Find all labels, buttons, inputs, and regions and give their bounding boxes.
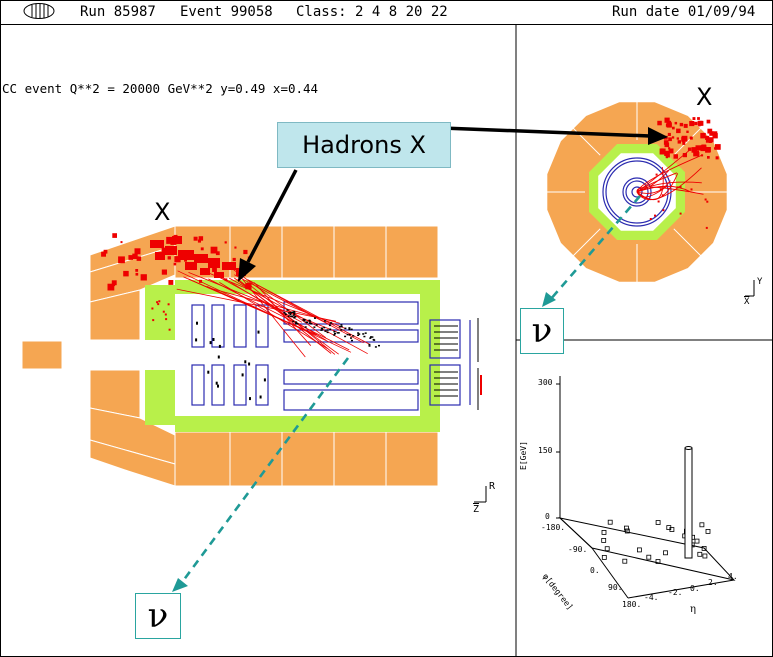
hadrons-label: Hadrons X [302,131,426,159]
lego-phitick-1: -90. [568,545,588,554]
lego-etatick-2: 0. [690,584,700,593]
hadron-arrowheads [238,127,668,282]
lego-phitick-4: 180. [622,600,642,609]
end-neutrino-symbol: ν [531,311,553,351]
lego-phitick-2: 0. [590,566,600,575]
hadrons-callout: Hadrons X [277,122,451,168]
side-inner-calorimeter [145,280,440,432]
lego-etatick-3: 2. [708,578,718,587]
end-view [545,100,729,284]
end-hadron-tracks [636,149,704,201]
side-outer-calorimeter [21,225,439,487]
neutrino-arrowheads [172,292,556,592]
side-hadron-tracks [176,268,370,358]
lego-phitick-0: -180. [541,523,566,532]
h1-logo-icon [23,3,55,19]
side-axis-marker [474,486,487,503]
run-number: Run 85987 [80,4,156,20]
side-axis-z: Z [473,504,480,515]
lego-etalabel: η [690,604,696,615]
lego-phitick-3: 90. [608,583,623,592]
end-tracking-chambers [602,157,672,227]
end-neutrino-box: ν [520,308,564,354]
event-class: Class: 2 4 8 20 22 [296,4,448,20]
side-x-label: X [154,198,171,226]
header-bar: Run 85987 Event 99058 Class: 2 4 8 20 22… [0,0,773,25]
side-track-hits [195,309,380,401]
side-neutrino-box: ν [135,593,181,639]
side-axis-r: R [489,481,496,492]
hadron-arrows [246,126,651,263]
lego-ztick-300: 300 [538,378,553,387]
side-neutrino-symbol: ν [147,596,169,636]
lego-ztick-0: 0 [545,512,550,521]
lego-etatick-0: -4. [644,593,659,602]
event-kinematics: CC event Q**2 = 20000 GeV**2 y=0.49 x=0.… [2,81,319,96]
end-axis-x: X [744,297,750,307]
neutrino-arrows [178,195,641,586]
end-axis-marker [745,280,755,297]
lego-small-towers [601,519,711,564]
lego-etatick-4: 4. [728,572,738,581]
lego-etatick-1: -2. [668,588,683,597]
end-x-label: X [696,83,713,111]
lego-plot [556,376,736,599]
event-number: Event 99058 [180,4,273,20]
lego-hadron-tower [684,446,693,559]
side-muon-lines [434,318,479,410]
side-tracking-chambers [191,301,471,411]
end-axis-y: Y [757,277,763,287]
lego-zlabel: E[GeV] [519,441,528,470]
end-calorimeter-segments [545,100,729,284]
run-date: Run date 01/09/94 [612,4,756,20]
lego-ztick-150: 150 [538,446,553,455]
side-view [21,225,482,487]
